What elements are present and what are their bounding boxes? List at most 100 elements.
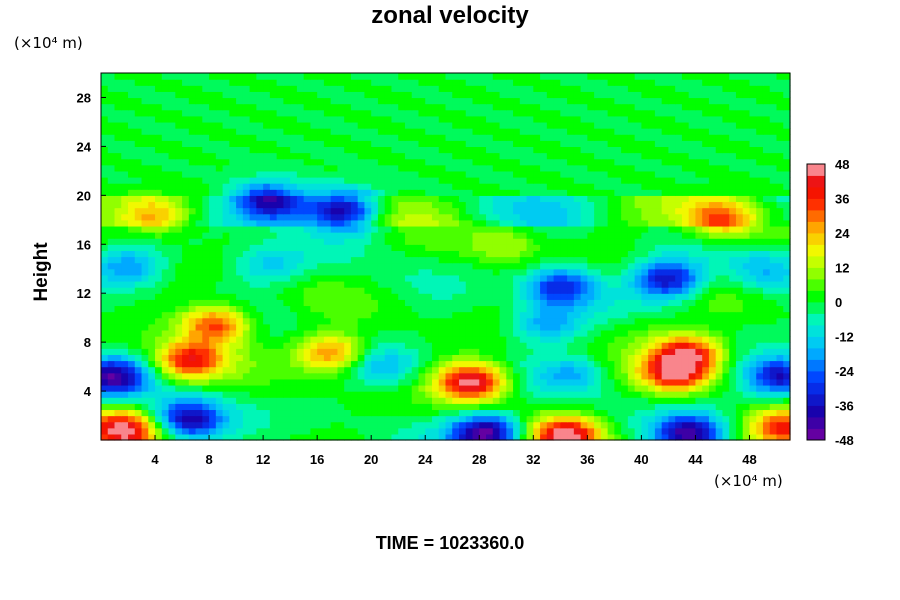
heatmap-cell	[283, 195, 291, 203]
heatmap-cell	[323, 397, 332, 404]
heatmap-cell	[215, 280, 224, 288]
heatmap-cell	[134, 195, 143, 203]
heatmap-cell	[384, 274, 393, 282]
heatmap-cell	[681, 336, 690, 343]
heatmap-cell	[445, 427, 453, 435]
heatmap-cell	[141, 274, 149, 282]
heatmap-cell	[357, 366, 366, 374]
heatmap-cell	[783, 207, 791, 215]
heatmap-cell	[141, 232, 149, 239]
heatmap-cell	[317, 427, 325, 435]
heatmap-cell	[614, 415, 622, 423]
heatmap-cell	[296, 323, 305, 331]
heatmap-cell	[587, 378, 595, 386]
heatmap-cell	[438, 366, 447, 374]
heatmap-cell	[128, 403, 136, 411]
heatmap-cell	[479, 201, 487, 209]
heatmap-cell	[526, 225, 534, 233]
heatmap-cell	[553, 433, 561, 441]
heatmap-cell	[776, 378, 784, 386]
heatmap-cell	[323, 403, 332, 411]
heatmap-cell	[735, 293, 744, 300]
heatmap-cell	[128, 146, 136, 154]
heatmap-cell	[209, 311, 217, 319]
heatmap-cell	[648, 299, 656, 307]
heatmap-cell	[215, 268, 224, 276]
heatmap-cell	[634, 421, 642, 429]
heatmap-cell	[290, 323, 298, 331]
heatmap-cell	[317, 140, 325, 147]
heatmap-cell	[600, 140, 609, 147]
heatmap-cell	[634, 244, 642, 251]
heatmap-cell	[641, 372, 649, 380]
heatmap-cell	[195, 207, 203, 215]
heatmap-cell	[222, 225, 230, 233]
heatmap-cell	[229, 397, 237, 404]
heatmap-cell	[776, 219, 784, 227]
heatmap-cell	[600, 225, 609, 233]
heatmap-cell	[384, 189, 393, 196]
heatmap-cell	[425, 329, 433, 337]
heatmap-cell	[107, 238, 116, 245]
heatmap-cell	[513, 403, 521, 411]
heatmap-cell	[296, 391, 305, 398]
heatmap-cell	[310, 280, 318, 288]
heatmap-cell	[465, 176, 474, 184]
heatmap-cell	[249, 397, 257, 404]
heatmap-cell	[128, 201, 136, 209]
heatmap-cell	[303, 305, 311, 313]
heatmap-cell	[256, 305, 264, 313]
heatmap-cell	[384, 433, 393, 441]
heatmap-cell	[783, 329, 791, 337]
heatmap-cell	[337, 421, 345, 429]
heatmap-cell	[310, 195, 318, 203]
heatmap-cell	[134, 329, 143, 337]
heatmap-cell	[661, 195, 670, 203]
heatmap-cell	[627, 409, 636, 417]
heatmap-cell	[195, 311, 203, 319]
heatmap-cell	[371, 397, 379, 404]
heatmap-cell	[526, 140, 534, 147]
heatmap-cell	[769, 274, 778, 282]
heatmap-cell	[661, 232, 670, 239]
heatmap-cell	[540, 323, 548, 331]
heatmap-cell	[675, 409, 683, 417]
heatmap-cell	[533, 305, 541, 313]
heatmap-cell	[330, 170, 339, 178]
heatmap-cell	[587, 336, 595, 343]
heatmap-cell	[533, 427, 541, 435]
heatmap-cell	[634, 201, 642, 209]
heatmap-cell	[567, 164, 575, 172]
heatmap-cell	[735, 176, 744, 184]
heatmap-cell	[499, 250, 507, 258]
heatmap-cell	[404, 366, 413, 374]
heatmap-cell	[587, 250, 595, 258]
heatmap-cell	[411, 183, 420, 190]
heatmap-cell	[472, 201, 480, 209]
heatmap-cell	[519, 170, 528, 178]
heatmap-cell	[695, 421, 703, 429]
heatmap-cell	[249, 152, 257, 160]
heatmap-cell	[587, 287, 595, 294]
heatmap-cell	[222, 280, 230, 288]
heatmap-cell	[641, 293, 649, 300]
heatmap-cell	[472, 146, 480, 154]
heatmap-cell	[141, 403, 149, 411]
heatmap-cell	[391, 146, 399, 154]
heatmap-cell	[580, 219, 588, 227]
heatmap-cell	[513, 176, 521, 184]
heatmap-cell	[492, 311, 501, 319]
heatmap-cell	[303, 170, 311, 178]
heatmap-cell	[161, 336, 170, 343]
heatmap-cell	[337, 366, 345, 374]
heatmap-cell	[344, 409, 352, 417]
heatmap-cell	[486, 250, 494, 258]
heatmap-cell	[526, 201, 534, 209]
heatmap-cell	[486, 366, 494, 374]
heatmap-cell	[438, 329, 447, 337]
heatmap-cell	[627, 262, 636, 270]
heatmap-cell	[229, 250, 237, 258]
heatmap-cell	[776, 421, 784, 429]
heatmap-cell	[675, 415, 683, 423]
heatmap-cell	[269, 329, 278, 337]
